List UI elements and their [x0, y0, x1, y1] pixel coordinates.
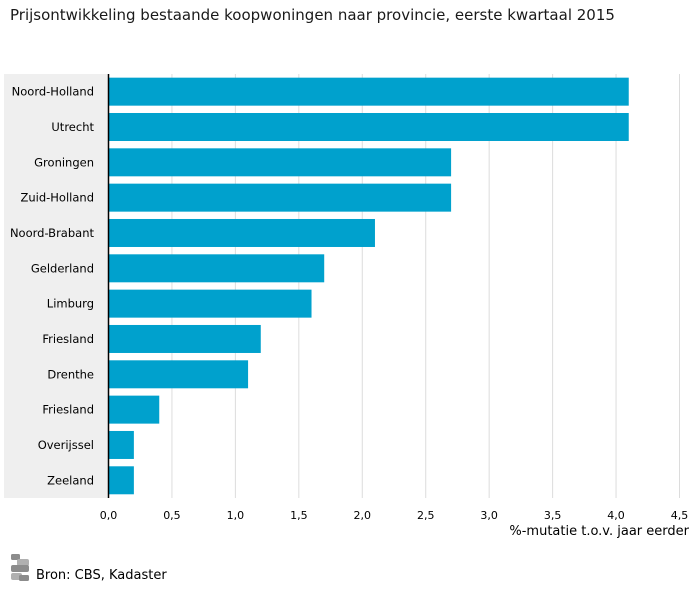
category-label: Friesland — [42, 332, 94, 346]
category-label: Drenthe — [47, 367, 94, 381]
source-note: Bron: CBS, Kadaster — [10, 552, 167, 584]
category-label: Zuid-Holland — [20, 191, 94, 205]
category-label: Gelderland — [31, 261, 94, 275]
category-label: Noord-Holland — [12, 85, 94, 99]
category-label: Zeeland — [47, 473, 94, 487]
x-axis-label: %-mutatie t.o.v. jaar eerder — [509, 524, 689, 539]
cbs-logo-icon — [11, 554, 29, 581]
bar — [108, 254, 325, 283]
bar — [108, 218, 375, 247]
bar — [108, 466, 134, 495]
x-tick-label: 0,5 — [163, 509, 181, 522]
bar — [108, 289, 312, 318]
tick-labels: 0,0 0,5 1,0 1,5 2,0 2,5 3,0 3,5 4,0 4,5 — [100, 509, 689, 522]
bar — [108, 430, 134, 459]
category-label: Utrecht — [51, 120, 94, 134]
category-panel — [4, 74, 108, 498]
category-label: Noord-Brabant — [10, 226, 95, 240]
bar — [108, 148, 452, 177]
category-label: Friesland — [42, 403, 94, 417]
x-tick-label: 1,5 — [290, 509, 308, 522]
x-tick-label: 2,5 — [417, 509, 435, 522]
chart-title: Prijsontwikkeling bestaande koopwoningen… — [10, 6, 615, 24]
bar — [108, 324, 261, 353]
x-tick-label: 2,0 — [354, 509, 372, 522]
category-label: Groningen — [34, 155, 94, 169]
bar — [108, 360, 249, 389]
gridlines — [171, 74, 680, 498]
bar — [108, 112, 629, 141]
bar — [108, 183, 452, 212]
x-tick-label: 0,0 — [100, 509, 118, 522]
x-tick-label: 3,0 — [480, 509, 498, 522]
x-tick-label: 4,5 — [671, 509, 689, 522]
x-tick-label: 3,5 — [544, 509, 562, 522]
x-tick-label: 4,0 — [607, 509, 625, 522]
bar — [108, 395, 160, 424]
source-label: Bron: CBS, Kadaster — [36, 567, 167, 583]
category-labels: Noord-Holland Utrecht Groningen Zuid-Hollan… — [10, 85, 95, 488]
bar — [108, 77, 629, 106]
bars — [108, 77, 629, 495]
x-tick-label: 1,0 — [227, 509, 245, 522]
category-label: Limburg — [47, 297, 94, 311]
category-label: Overijssel — [38, 438, 94, 452]
